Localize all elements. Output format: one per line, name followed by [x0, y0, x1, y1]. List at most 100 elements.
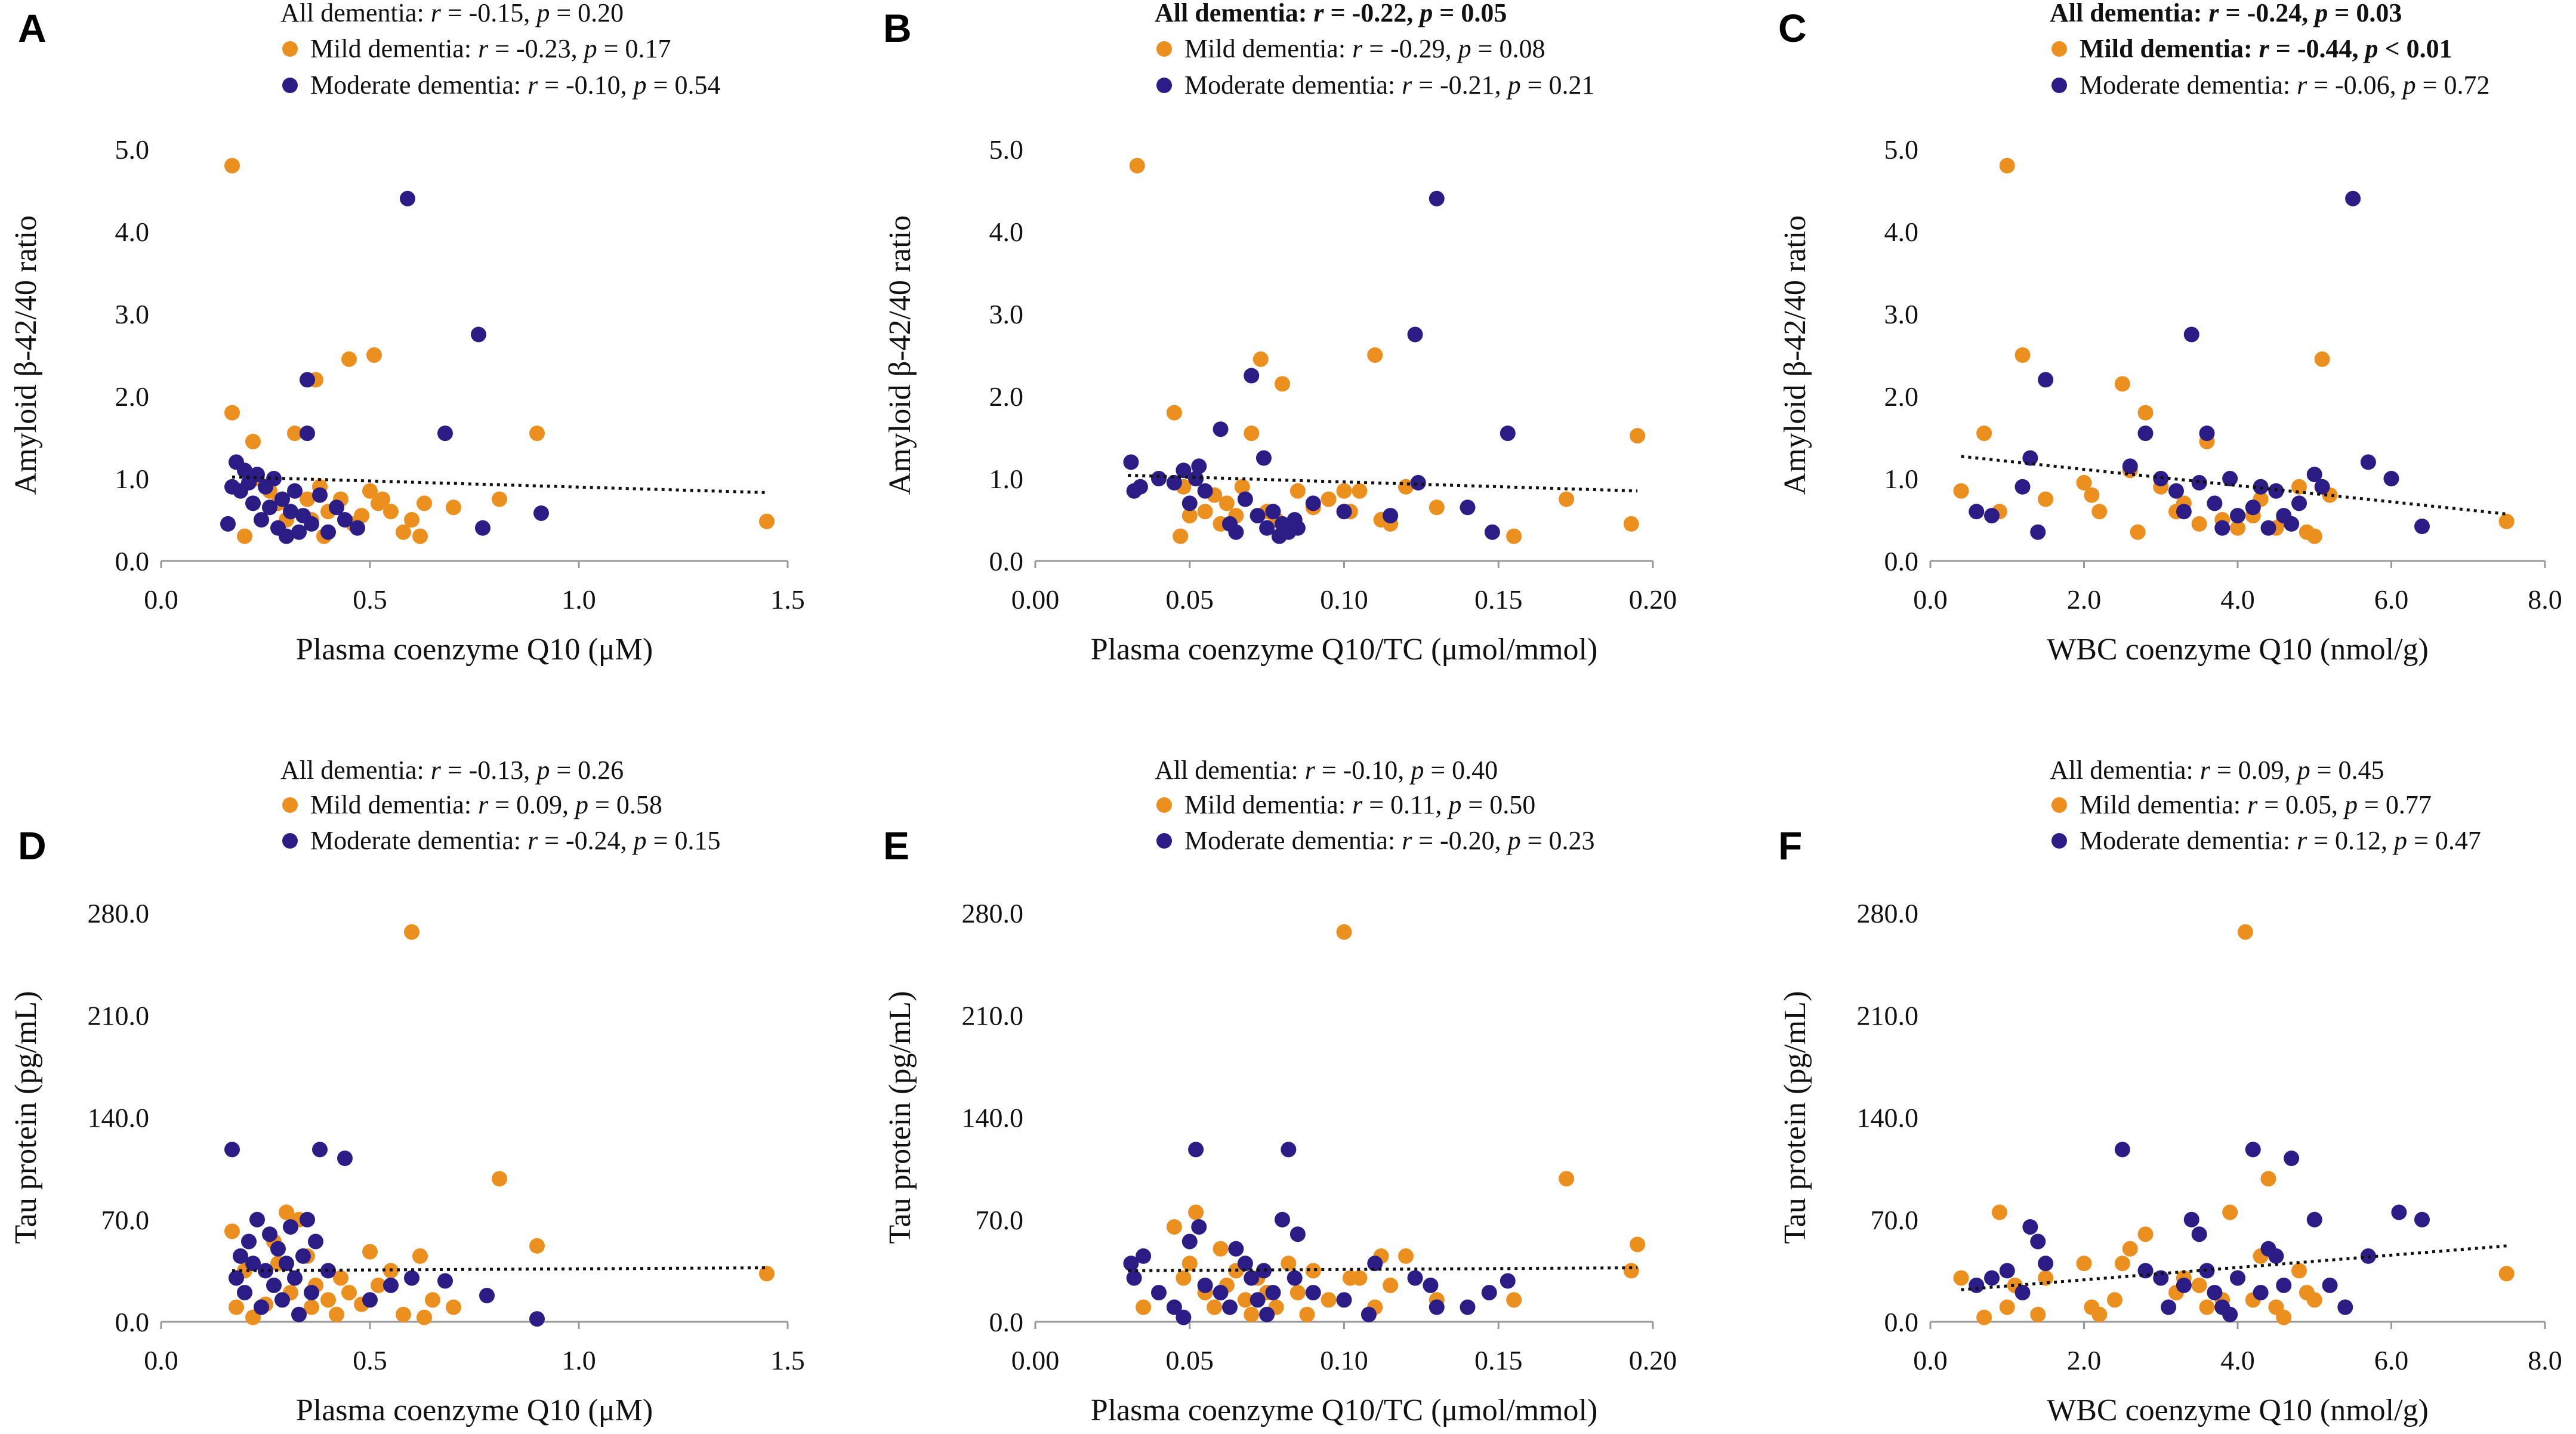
- y-tick-label: 5.0: [1884, 134, 1919, 165]
- moderate-point: [283, 504, 298, 520]
- mild-point: [279, 1204, 294, 1220]
- mild-point: [366, 347, 382, 363]
- mild-point: [2137, 1226, 2154, 1242]
- stat-line: Mild dementia: r = -0.23, p = 0.17: [282, 34, 671, 63]
- x-tick-label: 0.5: [353, 584, 387, 615]
- moderate-point: [1166, 474, 1182, 491]
- panel-letter: E: [883, 824, 909, 868]
- moderate-point: [475, 520, 490, 536]
- panel-letter: B: [883, 6, 912, 50]
- moderate-point: [1191, 458, 1207, 474]
- moderate-point: [300, 1211, 315, 1228]
- moderate-point: [2022, 450, 2038, 466]
- stat-text: Mild dementia: r = -0.44, p < 0.01: [2080, 34, 2452, 63]
- mild-point: [1999, 158, 2015, 174]
- mild-point: [396, 524, 411, 540]
- y-axis-title: Amyloid β-42/40 ratio: [883, 215, 917, 495]
- stat-line: Moderate dementia: r = -0.10, p = 0.54: [282, 70, 721, 100]
- moderate-point: [320, 524, 336, 540]
- y-tick-label: 1.0: [989, 464, 1024, 494]
- moderate-point: [2014, 1285, 2031, 1301]
- mild-point: [1383, 1277, 1399, 1293]
- mild-point: [2498, 1266, 2515, 1282]
- moderate-point: [1969, 504, 1985, 520]
- moderate-point: [2038, 1256, 2054, 1272]
- moderate-point: [1259, 520, 1275, 536]
- moderate-legend-marker: [2051, 833, 2067, 849]
- mild-point: [1991, 1204, 2007, 1220]
- moderate-point: [1166, 1299, 1182, 1315]
- mild-point: [492, 1171, 507, 1187]
- y-tick-label: 0.0: [115, 546, 150, 576]
- mild-point: [1623, 1263, 1639, 1279]
- panel-letter: C: [1778, 6, 1807, 50]
- moderate-point: [2191, 474, 2207, 491]
- stat-line: All dementia: r = 0.09, p = 0.45: [2050, 755, 2384, 785]
- moderate-point: [1407, 326, 1423, 343]
- moderate-point: [471, 326, 486, 343]
- moderate-point: [529, 1311, 545, 1327]
- mild-point: [1999, 1299, 2015, 1315]
- moderate-point: [1255, 450, 1272, 466]
- mild-point: [320, 1292, 336, 1308]
- moderate-point: [300, 372, 315, 388]
- x-tick-label: 0.0: [144, 584, 178, 615]
- moderate-point: [1281, 1142, 1297, 1158]
- moderate-point: [266, 1277, 282, 1293]
- moderate-point: [2391, 1204, 2407, 1220]
- moderate-point: [1460, 1299, 1476, 1315]
- x-tick-label: 0.0: [144, 1345, 178, 1376]
- mild-point: [425, 1292, 440, 1308]
- moderate-point: [1151, 471, 1167, 486]
- mild-point: [2014, 347, 2031, 363]
- mild-point: [2230, 520, 2245, 536]
- mild-point: [354, 508, 369, 524]
- moderate-point: [2222, 471, 2238, 486]
- moderate-point: [2022, 1219, 2038, 1235]
- x-tick-label: 0.00: [1011, 1345, 1060, 1376]
- mild-legend-marker: [282, 41, 298, 57]
- mild-point: [1976, 425, 1992, 442]
- mild-point: [2314, 351, 2330, 367]
- moderate-point: [2314, 479, 2330, 495]
- y-tick-label: 3.0: [989, 299, 1024, 329]
- trend-line: [1128, 1266, 1638, 1272]
- moderate-point: [400, 190, 415, 206]
- stat-text: Moderate dementia: r = -0.20, p = 0.23: [1184, 826, 1595, 855]
- mild-point: [333, 1270, 348, 1286]
- moderate-point: [362, 1292, 378, 1308]
- mild-point: [529, 1238, 545, 1254]
- stat-line: Mild dementia: r = -0.29, p = 0.08: [1156, 34, 1545, 63]
- stat-line: All dementia: r = -0.24, p = 0.03: [2050, 0, 2402, 27]
- x-tick-label: 0.05: [1166, 1345, 1214, 1376]
- moderate-point: [1500, 425, 1516, 442]
- y-axis-title: Amyloid β-42/40 ratio: [1778, 215, 1812, 495]
- mild-point: [412, 1248, 428, 1264]
- moderate-point: [2253, 1285, 2269, 1301]
- moderate-point: [1132, 479, 1148, 495]
- moderate-point: [1176, 462, 1192, 479]
- mild-point: [1207, 1299, 1223, 1315]
- moderate-point: [1484, 524, 1500, 540]
- x-tick-label: 0.0: [1913, 584, 1948, 615]
- moderate-point: [1984, 508, 2000, 524]
- panel-a: A All dementia: r = -0.15, p = 0.20 Mild d…: [9, 0, 805, 667]
- mild-point: [2306, 1292, 2322, 1308]
- moderate-point: [312, 487, 328, 503]
- moderate-point: [1429, 190, 1445, 206]
- moderate-point: [2161, 1299, 2177, 1315]
- moderate-point: [1265, 1285, 1281, 1301]
- moderate-point: [2345, 190, 2361, 206]
- moderate-point: [237, 462, 252, 479]
- moderate-legend-marker: [282, 833, 298, 849]
- stat-text: Moderate dementia: r = -0.21, p = 0.21: [1184, 70, 1595, 100]
- moderate-point: [1244, 1270, 1260, 1286]
- mild-series: [1953, 924, 2515, 1325]
- moderate-point: [2176, 504, 2192, 520]
- moderate-point: [2230, 1270, 2245, 1286]
- x-tick-label: 0.5: [353, 1345, 387, 1376]
- y-tick-label: 0.0: [1884, 546, 1919, 576]
- y-tick-label: 70.0: [976, 1205, 1024, 1235]
- y-tick-label: 4.0: [115, 217, 150, 247]
